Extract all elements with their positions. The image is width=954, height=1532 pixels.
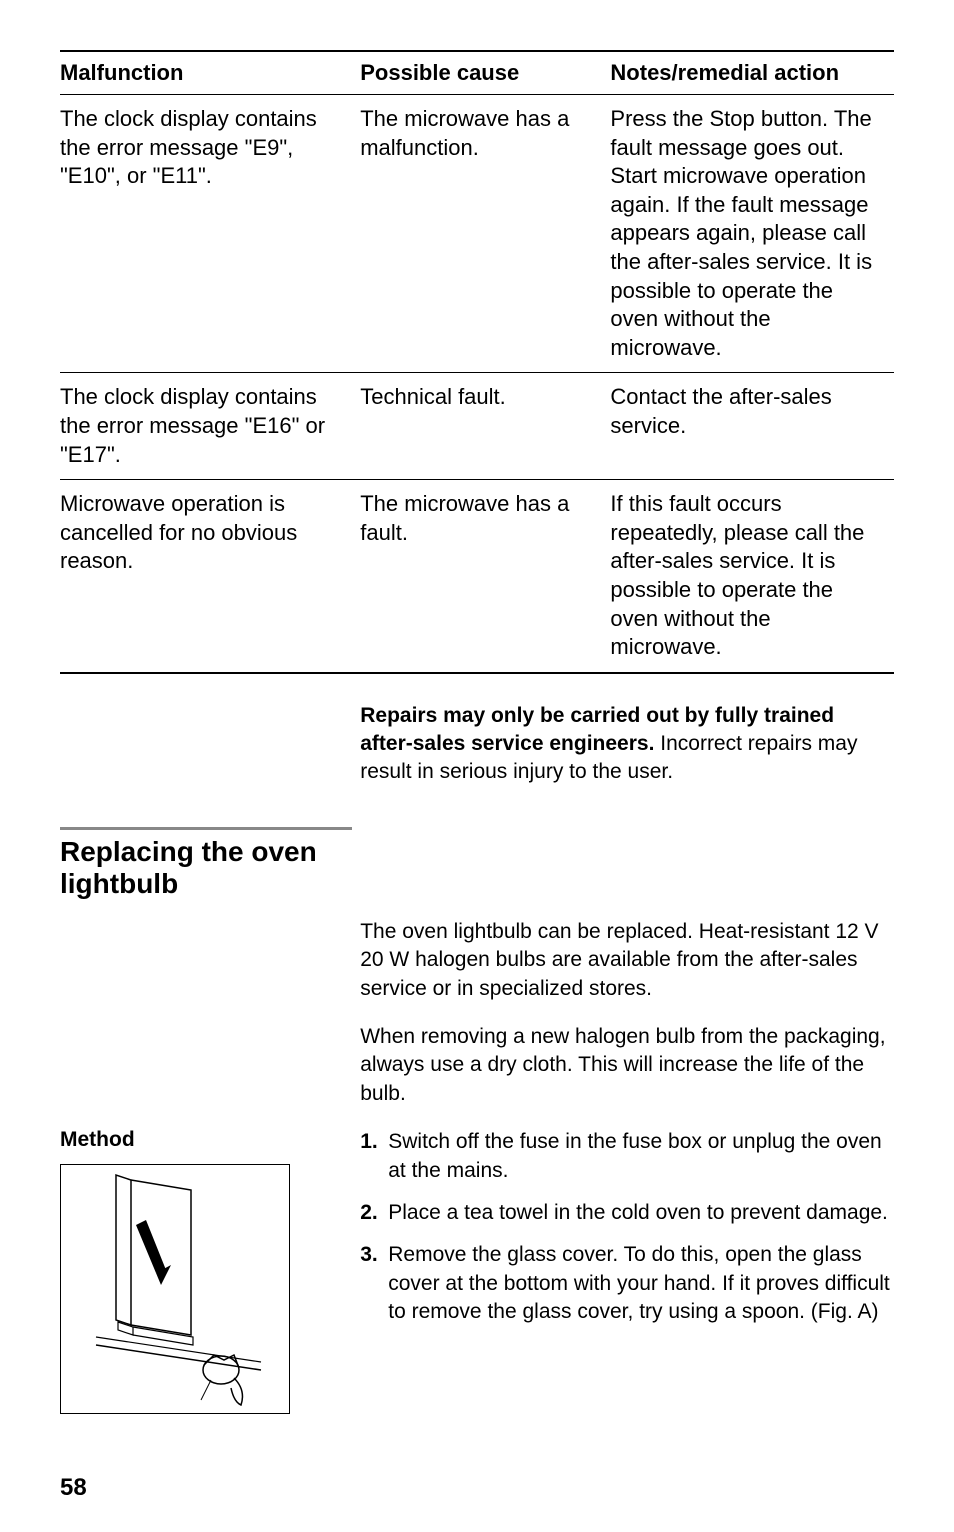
figure-a-diagram <box>60 1164 290 1414</box>
cell-malfunction: Microwave operation is cancelled for no … <box>60 480 360 673</box>
repairs-warning: Repairs may only be carried out by fully… <box>360 702 894 787</box>
cell-malfunction: The clock display contains the error mes… <box>60 373 360 480</box>
section-title: Replacing the oven lightbulb <box>60 836 352 900</box>
section-header-bar: Replacing the oven lightbulb <box>60 827 352 900</box>
intro-para-2: When removing a new halogen bulb from th… <box>360 1023 894 1108</box>
cell-cause: The microwave has a fault. <box>360 480 610 673</box>
method-label: Method <box>60 1128 340 1152</box>
cell-cause: Technical fault. <box>360 373 610 480</box>
cell-notes: Press the Stop button. The fault message… <box>610 95 894 373</box>
page-number: 58 <box>60 1474 894 1502</box>
cell-malfunction: The clock display contains the error mes… <box>60 95 360 373</box>
step-3: Remove the glass cover. To do this, open… <box>360 1241 894 1326</box>
intro-para-1: The oven lightbulb can be replaced. Heat… <box>360 918 894 1003</box>
troubleshooting-table: Malfunction Possible cause Notes/remedia… <box>60 50 894 674</box>
step-1: Switch off the fuse in the fuse box or u… <box>360 1128 894 1185</box>
cell-cause: The microwave has a malfunction. <box>360 95 610 373</box>
section-title-line1: Replacing the oven <box>60 836 317 867</box>
section-title-line2: lightbulb <box>60 868 178 899</box>
cell-notes: Contact the after-sales service. <box>610 373 894 480</box>
table-row: The clock display contains the error mes… <box>60 95 894 373</box>
method-steps: Switch off the fuse in the fuse box or u… <box>360 1128 894 1326</box>
step-2: Place a tea towel in the cold oven to pr… <box>360 1199 894 1227</box>
th-notes: Notes/remedial action <box>610 51 894 95</box>
th-malfunction: Malfunction <box>60 51 360 95</box>
cell-notes: If this fault occurs repeatedly, please … <box>610 480 894 673</box>
th-cause: Possible cause <box>360 51 610 95</box>
table-row: The clock display contains the error mes… <box>60 373 894 480</box>
table-row: Microwave operation is cancelled for no … <box>60 480 894 673</box>
